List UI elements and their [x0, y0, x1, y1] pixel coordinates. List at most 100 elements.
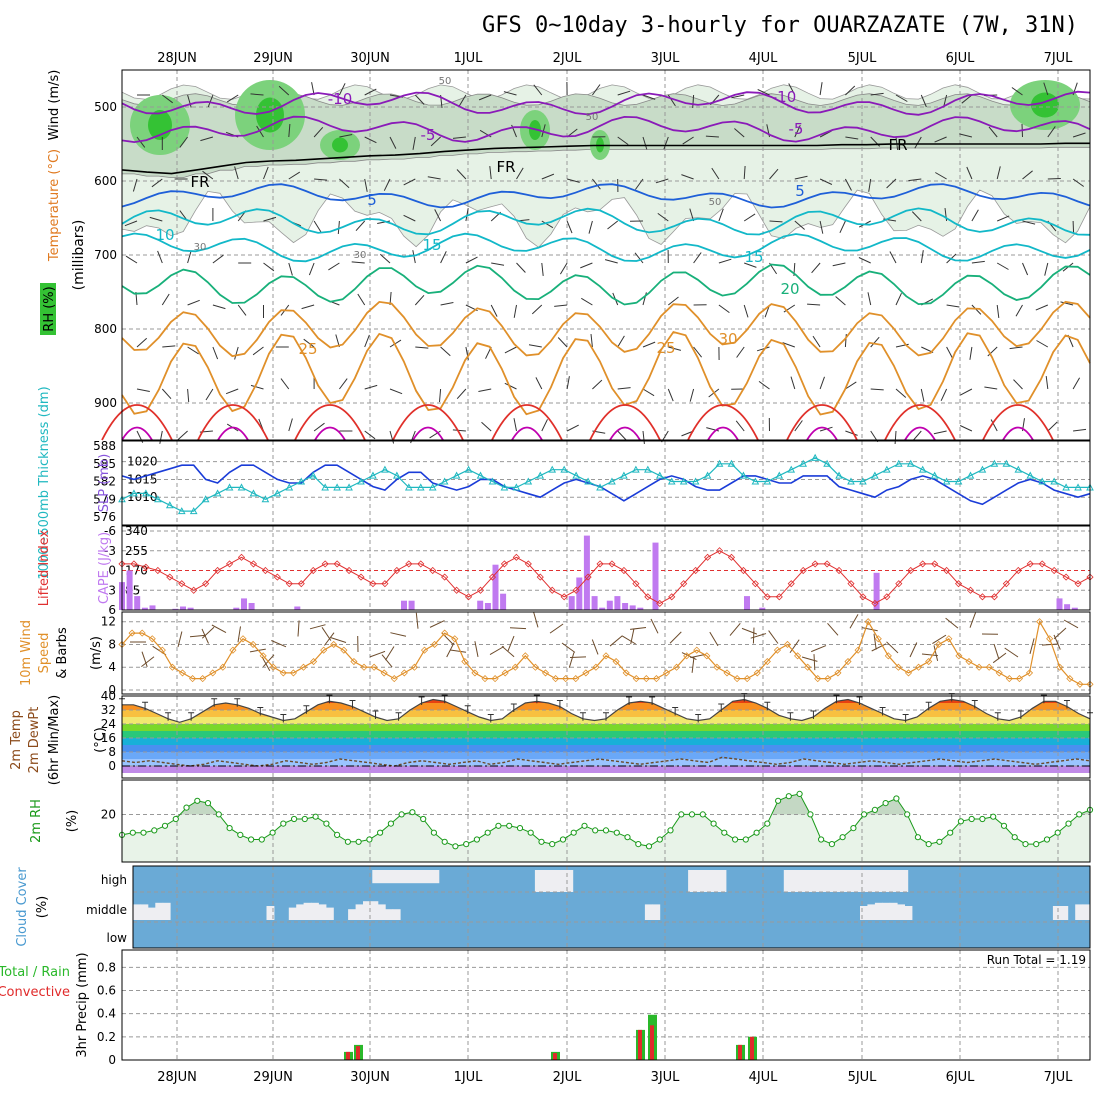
thickness-marker [393, 471, 401, 479]
surface-wind-barb [630, 626, 647, 630]
precip-convective-bar [650, 1025, 654, 1060]
wind-barb [151, 178, 163, 188]
rh-marker [914, 834, 922, 841]
wind-barb [440, 251, 447, 264]
surface-wind-barb [709, 631, 719, 647]
lifted-index-marker [859, 593, 867, 601]
thickness-marker [643, 465, 652, 473]
wind-speed-marker [168, 663, 176, 671]
wind-speed-marker [299, 663, 308, 671]
wind-barb [743, 213, 756, 222]
wind-barb [870, 336, 880, 348]
wind-barb [212, 346, 219, 360]
precip-tick: 0.2 [97, 1030, 116, 1044]
isotherm-label: -5 [421, 126, 436, 144]
rh-marker [1054, 829, 1061, 836]
wind-speed-line [121, 620, 1090, 685]
wind-barb [889, 251, 897, 264]
wind-speed-marker [824, 675, 832, 683]
wind-barb [835, 296, 846, 306]
wind-barb [364, 88, 377, 96]
lifted-index-marker [751, 580, 759, 588]
wind-barb [503, 91, 517, 96]
middle-cloud-bar [392, 909, 401, 920]
wind-barb [819, 376, 825, 390]
isotherm-line [121, 183, 1091, 209]
wind-barb [541, 124, 546, 138]
wind-speed-marker [783, 640, 792, 649]
thickness-marker [978, 465, 987, 473]
lifted-index-marker [895, 580, 903, 588]
wind-speed-marker [1086, 680, 1094, 688]
wind-barb [667, 296, 679, 306]
thickness-marker [775, 471, 784, 479]
wind-barb [124, 220, 138, 227]
wind-speed-marker [118, 640, 126, 649]
middle-cloud-bar [867, 904, 876, 920]
wind-barb [911, 211, 922, 222]
cloud-level-label: low [107, 931, 128, 945]
rh-marker [559, 836, 567, 843]
wind-barb [554, 304, 568, 307]
surface-wind-barb [630, 628, 635, 645]
surface-wind-barb [933, 645, 939, 662]
wind-barb [788, 83, 796, 96]
precip-legend-total: Total / Rain [0, 965, 70, 980]
wind-barb [533, 84, 543, 96]
thickness-marker [416, 483, 425, 491]
wind-speed-marker [320, 646, 328, 654]
wind-speed-marker [189, 675, 197, 683]
surface-wind-barb [909, 642, 918, 658]
rh-marker [936, 838, 943, 845]
rh-marker [688, 811, 696, 818]
thickness-marker [333, 483, 341, 491]
thickness-marker [321, 483, 330, 491]
temp-axis-label-3: (6hr Min/Max) [47, 695, 62, 785]
isotherm-line [121, 207, 1091, 236]
rh-90-patch [1031, 92, 1059, 118]
wind-barb [379, 253, 391, 264]
surface-wind-barb [741, 627, 758, 635]
isotherm-label: 5 [367, 191, 377, 209]
lifted-index-marker [620, 566, 628, 575]
dewpoint-line [121, 756, 1091, 767]
rh-marker [764, 820, 771, 827]
wind-barb [807, 303, 821, 306]
wind-barb [207, 94, 214, 108]
lifted-index-marker [524, 560, 532, 568]
wind-barb [339, 178, 350, 189]
thickness-marker [548, 465, 557, 473]
thickness-tick: 585 [93, 457, 116, 471]
wind-barb [819, 178, 833, 185]
surface-wind-barb [750, 633, 767, 639]
wind-barb [478, 388, 492, 392]
wind-barb [1009, 346, 1023, 350]
wind-barb [364, 178, 368, 192]
lifted-index-marker [692, 566, 700, 575]
middle-cloud-bar [147, 907, 156, 920]
wind-barb [364, 430, 376, 440]
thickness-marker [285, 483, 294, 491]
thickness-marker [572, 471, 580, 479]
wind-barb [987, 346, 998, 357]
wind-barb [440, 346, 451, 357]
lifted-index-marker [656, 599, 664, 607]
thickness-tick: 588 [93, 439, 116, 453]
wind-barb [1047, 178, 1061, 180]
wind-barb [351, 261, 365, 264]
wind-speed-marker [471, 669, 479, 677]
wind-barb [790, 376, 796, 390]
slp-tick: 1015 [127, 472, 158, 486]
isotherm-35 [589, 404, 661, 441]
thickness-marker [799, 459, 808, 467]
wind-barb [668, 346, 682, 351]
precip-convective-bar [738, 1044, 742, 1060]
panel-frame [121, 525, 1091, 611]
lifted-index-marker [907, 566, 915, 575]
pressure-tick: 500 [94, 100, 117, 114]
cape-bar [568, 596, 575, 610]
surface-wind-barb [309, 624, 326, 630]
surface-wind-barb [1004, 647, 1019, 658]
wind-barb [414, 94, 425, 105]
middle-cloud-bar [652, 904, 661, 920]
